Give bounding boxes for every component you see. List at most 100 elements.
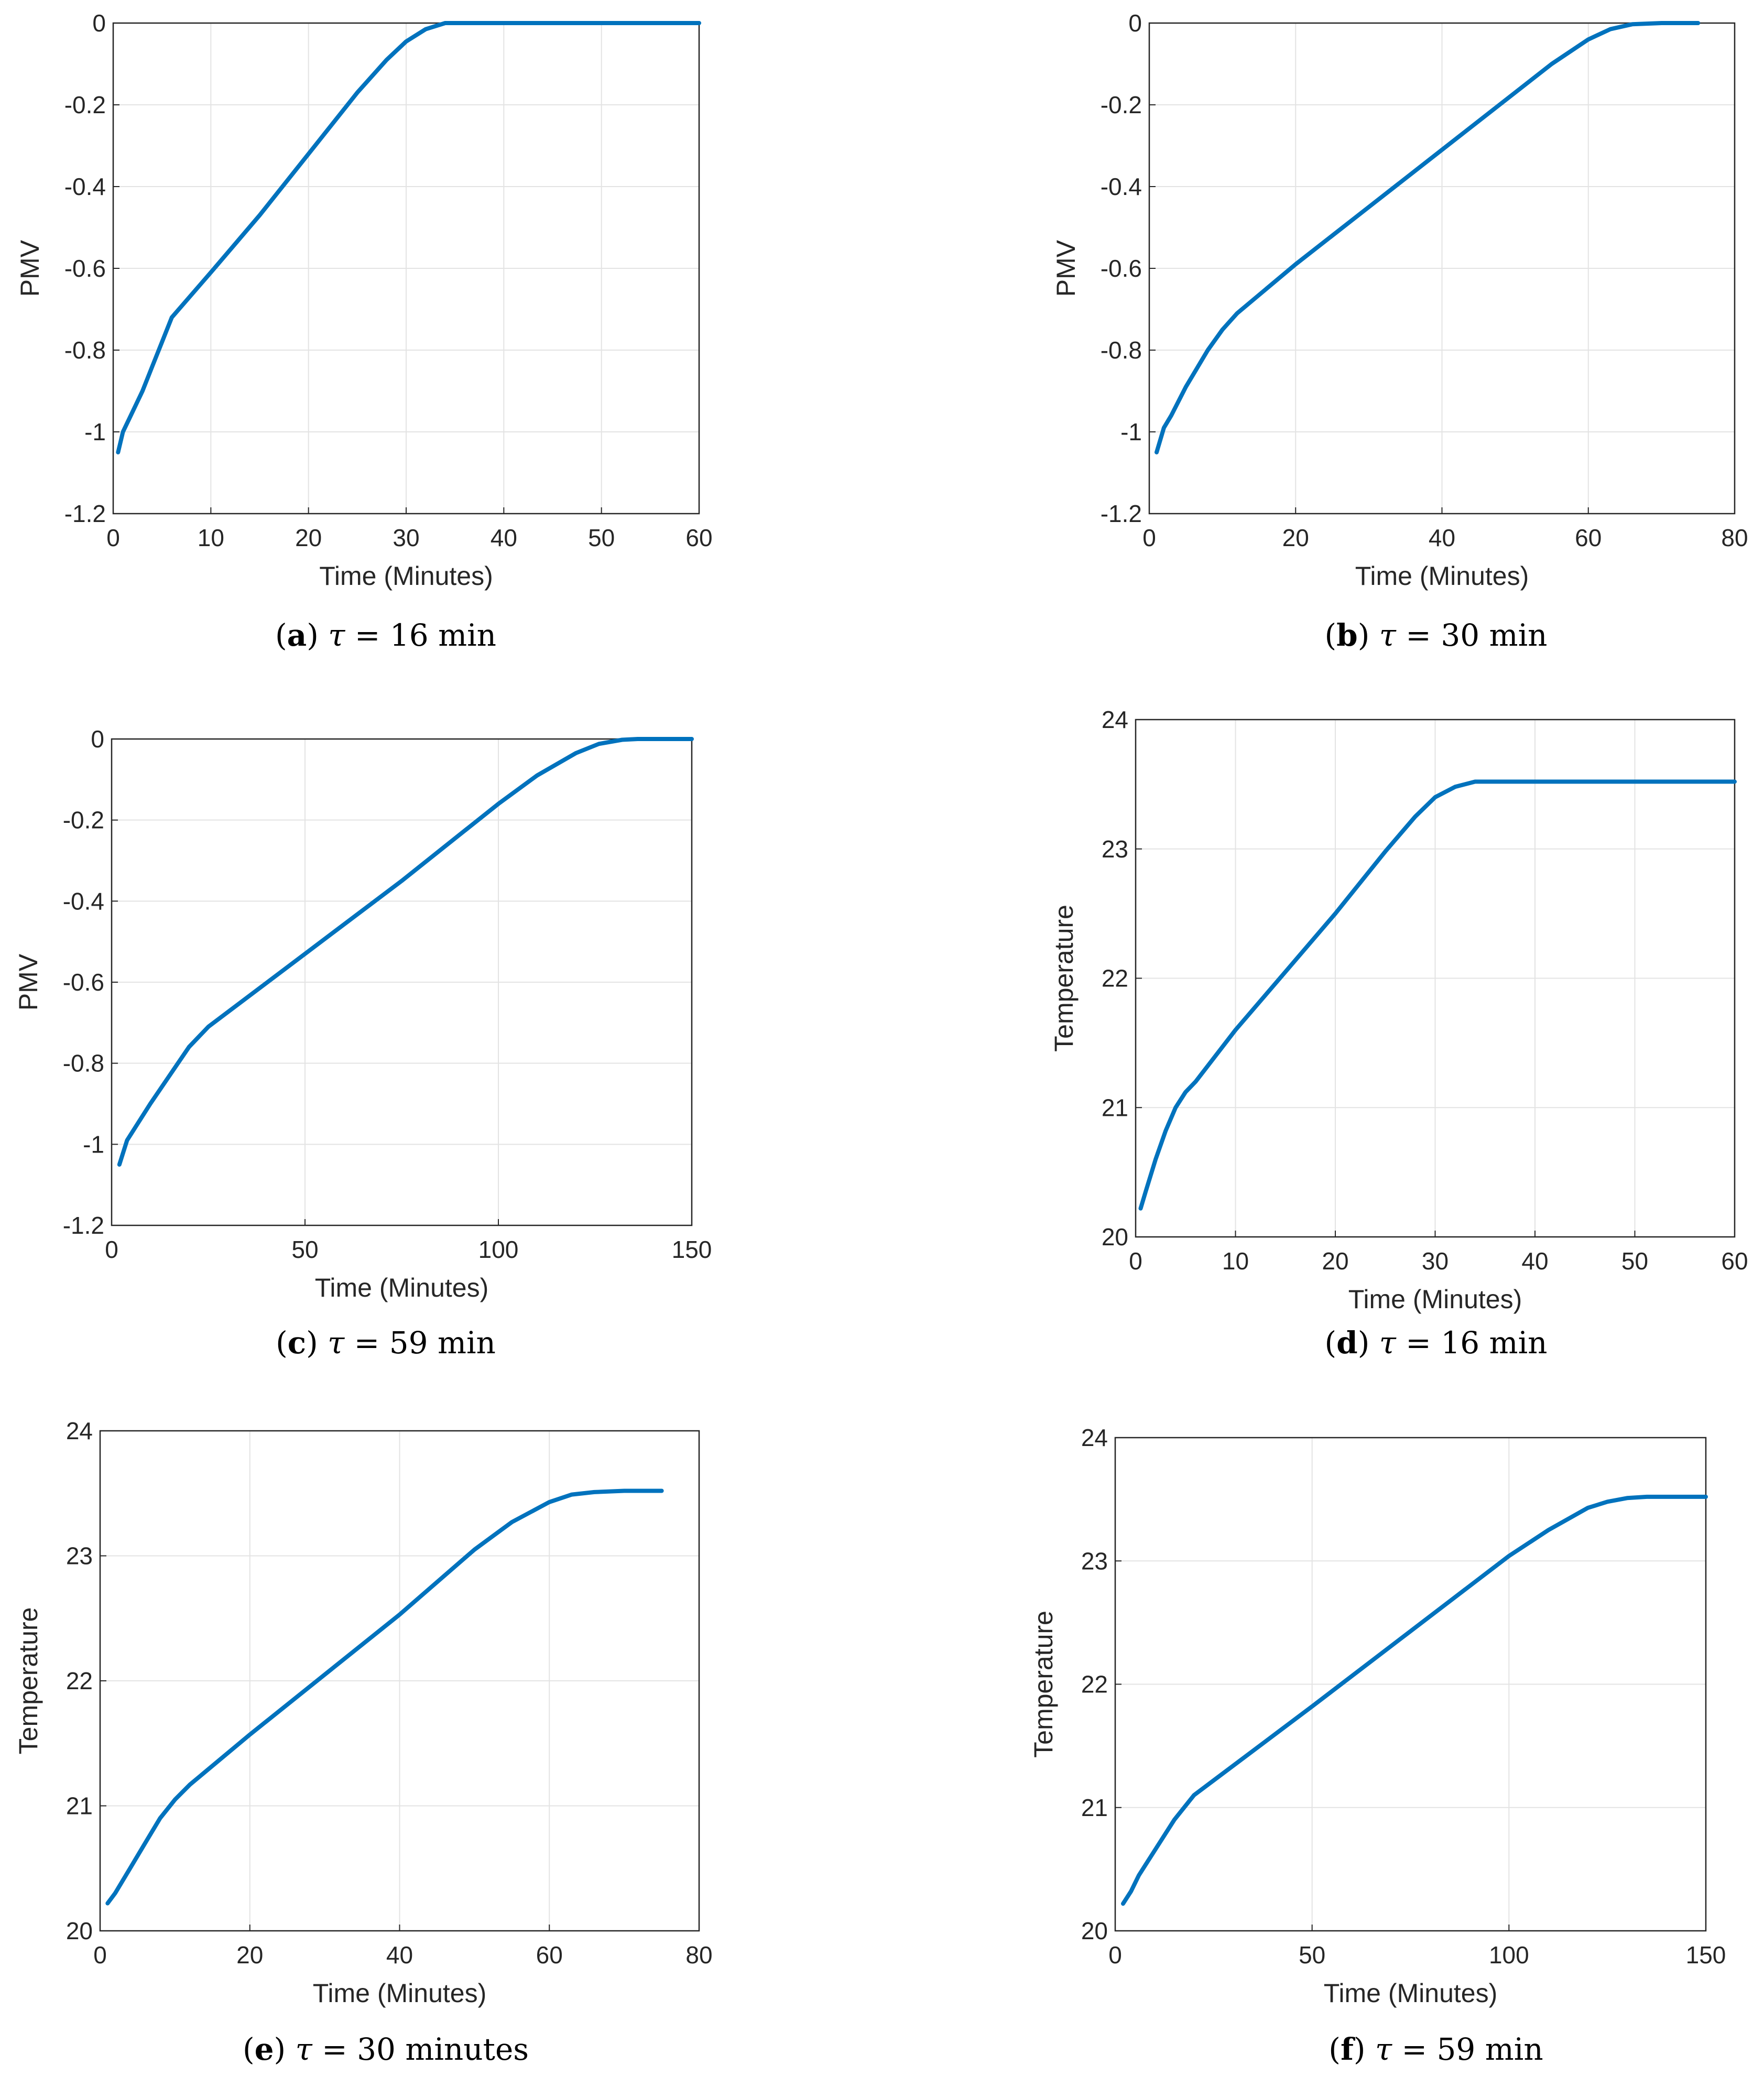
- caption-c: (c) τ = 59 min: [276, 1325, 496, 1361]
- y-tick-label: 0: [1128, 9, 1142, 37]
- axes-frame: [99, 1430, 700, 1932]
- x-tick-label: 10: [198, 524, 224, 551]
- chart-c: 0 50 100 150 -1.2 -1 -0.8 -0.6 -0.4 -0.2 0 Time (Mi…: [14, 725, 712, 1302]
- y-tick-label: 21: [1102, 1094, 1128, 1121]
- y-tick-label: -1.2: [63, 1212, 104, 1239]
- x-tick-label: 80: [685, 1941, 712, 1969]
- x-axis-label: Time (Minutes): [319, 561, 493, 591]
- y-tick-label: 0: [91, 725, 104, 753]
- caption-d: (d) τ = 16 min: [1324, 1325, 1548, 1361]
- y-tick-label: -1: [84, 418, 106, 445]
- x-tick-label: 30: [1422, 1247, 1449, 1275]
- x-tick-label: 40: [386, 1941, 413, 1969]
- y-tick-label: -0.8: [1101, 336, 1142, 364]
- x-tick-label: 60: [1575, 524, 1602, 551]
- y-tick-label: 24: [1102, 706, 1128, 733]
- y-tick-label: -0.6: [64, 255, 106, 282]
- series-line: [105, 1488, 664, 1906]
- x-tick-label: 150: [1686, 1941, 1726, 1969]
- y-axis-label: PMV: [15, 240, 45, 297]
- x-tick-label: 40: [1521, 1247, 1548, 1275]
- x-tick-label: 60: [536, 1941, 563, 1969]
- x-axis-label: Time (Minutes): [1355, 561, 1529, 591]
- axes-frame: [1114, 1437, 1707, 1932]
- x-tick-label: 40: [491, 524, 517, 551]
- x-tick-label: 100: [478, 1236, 519, 1263]
- x-tick-label: 30: [393, 524, 419, 551]
- caption-a: (a) τ = 16 min: [275, 617, 497, 653]
- y-tick-label: 23: [1102, 835, 1128, 863]
- chart-a: 0 10 20 30 40 50 60 -1.2 -1 -0.8 -0.6 -0.4 -0.2 0 Time…: [15, 9, 713, 591]
- caption-e: (e) τ = 30 minutes: [242, 2031, 529, 2067]
- y-tick-label: -0.2: [1101, 91, 1142, 118]
- caption-b: (b) τ = 30 min: [1324, 617, 1548, 653]
- x-tick-label: 20: [1322, 1247, 1348, 1275]
- x-tick-label: 20: [1282, 524, 1309, 551]
- chart-f: 0 50 100 150 20 21 22 23 24 Time (Minutes) Tempera…: [1029, 1424, 1726, 2008]
- y-tick-label: -1.2: [1101, 500, 1142, 527]
- x-tick-label: 0: [1142, 524, 1156, 551]
- y-axis-label: PMV: [1051, 240, 1081, 297]
- y-tick-label: -0.8: [64, 336, 106, 364]
- y-axis-label: Temperature: [1029, 1611, 1058, 1758]
- y-tick-label: 23: [66, 1542, 93, 1570]
- x-tick-label: 50: [1299, 1941, 1325, 1969]
- chart-d: 0 10 20 30 40 50 60 20 21 22 23 24 Time (Minutes) Tem…: [1049, 706, 1748, 1314]
- y-tick-label: 22: [1102, 965, 1128, 992]
- x-tick-label: 10: [1222, 1247, 1249, 1275]
- axes-frame: [111, 738, 693, 1226]
- x-axis-label: Time (Minutes): [315, 1273, 489, 1302]
- x-tick-label: 100: [1489, 1941, 1529, 1969]
- x-tick-label: 50: [291, 1236, 318, 1263]
- y-tick-label: 20: [1102, 1223, 1128, 1251]
- x-axis-label: Time (Minutes): [313, 1979, 487, 2008]
- x-tick-label: 50: [1621, 1247, 1648, 1275]
- x-tick-label: 60: [1721, 1247, 1748, 1275]
- y-axis-label: Temperature: [14, 1607, 43, 1755]
- axes-frame: [112, 22, 700, 515]
- y-tick-label: 22: [66, 1667, 93, 1694]
- x-tick-label: 80: [1721, 524, 1748, 551]
- y-tick-label: -0.4: [1101, 173, 1142, 200]
- series-line: [116, 21, 701, 454]
- chart-b: 0 20 40 60 80 -1.2 -1 -0.8 -0.6 -0.4 -0.2 0 Time (Mi…: [1051, 9, 1748, 591]
- y-tick-label: 22: [1081, 1671, 1108, 1698]
- y-tick-label: 20: [1081, 1917, 1108, 1944]
- y-tick-label: -1.2: [64, 500, 106, 527]
- y-tick-label: -0.6: [63, 969, 104, 996]
- x-axis-label: Time (Minutes): [1348, 1285, 1522, 1314]
- y-tick-label: -0.2: [63, 807, 104, 834]
- axes-frame: [1135, 719, 1736, 1238]
- y-tick-label: 23: [1081, 1547, 1108, 1574]
- y-tick-label: 24: [66, 1417, 93, 1444]
- y-tick-label: 21: [66, 1792, 93, 1820]
- y-tick-label: -0.4: [64, 173, 106, 200]
- y-axis-label: Temperature: [1049, 905, 1079, 1052]
- x-tick-label: 0: [106, 524, 120, 551]
- x-tick-label: 0: [1108, 1941, 1122, 1969]
- axes-frame: [1148, 22, 1736, 515]
- series-line: [1155, 21, 1701, 454]
- x-axis-label: Time (Minutes): [1324, 1979, 1498, 2008]
- x-tick-label: 20: [295, 524, 322, 551]
- x-tick-label: 60: [685, 524, 712, 551]
- x-tick-label: 0: [1129, 1247, 1142, 1275]
- y-tick-label: -0.2: [64, 91, 106, 118]
- x-tick-label: 40: [1429, 524, 1455, 551]
- series-line: [1138, 779, 1737, 1211]
- y-tick-label: -0.6: [1101, 255, 1142, 282]
- x-tick-label: 0: [93, 1941, 107, 1969]
- series-line: [1121, 1494, 1708, 1906]
- series-line: [117, 737, 694, 1167]
- x-tick-label: 0: [105, 1236, 118, 1263]
- y-tick-label: -1: [83, 1131, 104, 1158]
- x-tick-label: 150: [672, 1236, 712, 1263]
- x-tick-label: 20: [236, 1941, 263, 1969]
- y-tick-label: -0.8: [63, 1050, 104, 1077]
- y-axis-label: PMV: [14, 953, 43, 1010]
- y-tick-label: 20: [66, 1917, 93, 1944]
- y-tick-label: -0.4: [63, 887, 104, 915]
- y-tick-label: 0: [92, 9, 106, 37]
